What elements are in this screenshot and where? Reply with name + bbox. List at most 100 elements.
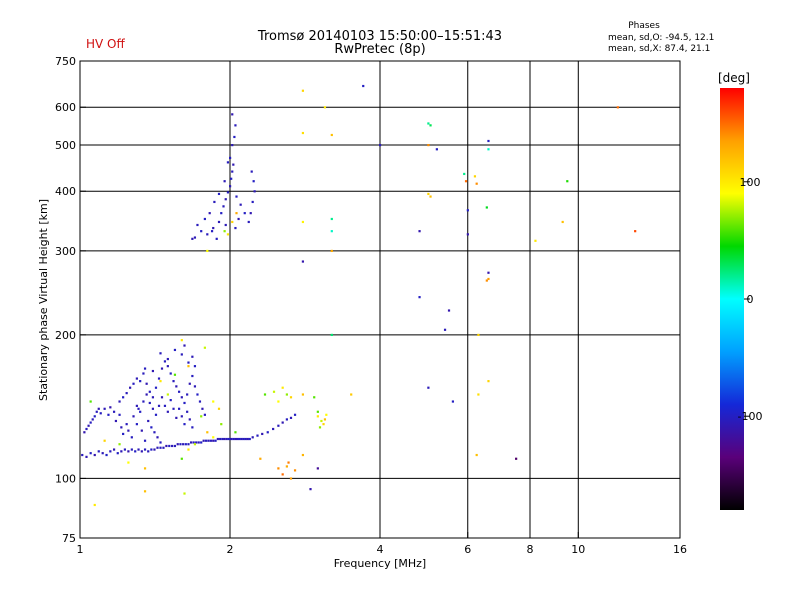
data-point: [192, 441, 195, 444]
data-point: [362, 84, 365, 88]
data-point: [252, 180, 255, 183]
data-point: [166, 357, 169, 361]
data-point: [427, 386, 430, 389]
data-point: [226, 191, 230, 194]
data-point: [165, 444, 168, 448]
x-axis-label: Frequency [MHz]: [334, 557, 426, 570]
data-point: [487, 271, 490, 274]
data-point: [204, 439, 208, 442]
data-point: [316, 467, 319, 470]
data-point: [429, 124, 432, 127]
data-point: [143, 367, 147, 370]
colorbar-tick-label: 0: [747, 293, 754, 306]
x-tick-label: 2: [227, 543, 234, 556]
data-point: [172, 407, 175, 410]
data-point: [221, 437, 224, 441]
data-point: [151, 407, 155, 410]
data-point: [93, 415, 96, 418]
data-point: [219, 437, 222, 441]
data-point: [226, 161, 230, 164]
data-point: [289, 477, 293, 480]
data-point: [287, 461, 290, 464]
data-point: [318, 426, 322, 429]
data-point: [159, 441, 162, 444]
data-point: [186, 410, 189, 413]
data-point: [120, 426, 123, 429]
data-point: [244, 437, 247, 441]
data-point: [180, 415, 183, 418]
data-point: [246, 437, 249, 441]
data-point: [231, 170, 234, 173]
data-point: [112, 448, 116, 451]
data-point: [325, 413, 328, 416]
data-point: [212, 436, 215, 439]
data-point: [266, 431, 269, 434]
data-point: [101, 452, 104, 455]
data-point: [129, 386, 132, 389]
data-point: [487, 380, 490, 383]
x-tick-label: 8: [527, 543, 534, 556]
data-point: [166, 410, 169, 413]
data-point: [130, 448, 133, 451]
data-point: [157, 377, 161, 380]
data-point: [202, 439, 205, 442]
data-point: [289, 416, 293, 419]
data-point: [213, 200, 216, 204]
data-point: [118, 400, 121, 403]
data-point: [223, 230, 226, 233]
data-point: [191, 237, 194, 240]
data-point: [249, 212, 252, 215]
data-point: [201, 407, 204, 410]
data-point: [330, 230, 333, 233]
phases-x-stats: mean, sd,X: 87.4, 21.1: [608, 44, 711, 54]
data-point: [379, 143, 382, 147]
data-point: [142, 372, 145, 375]
data-point: [139, 410, 142, 413]
data-point: [293, 413, 297, 416]
data-point: [187, 443, 190, 446]
data-point: [148, 390, 151, 393]
y-tick-label: 400: [55, 185, 76, 198]
data-point: [123, 448, 126, 451]
data-point: [153, 431, 156, 434]
x-tick-label: 16: [673, 543, 687, 556]
data-point: [330, 249, 333, 253]
data-point: [253, 190, 256, 193]
data-point: [233, 135, 236, 139]
data-point: [183, 344, 186, 347]
data-point: [118, 413, 121, 416]
data-point: [127, 429, 130, 432]
data-point: [235, 212, 238, 215]
data-point: [203, 413, 206, 416]
data-point: [93, 503, 96, 507]
data-point: [134, 450, 137, 453]
data-point: [127, 461, 130, 464]
data-point: [235, 195, 238, 198]
data-point: [309, 488, 312, 491]
data-point: [93, 453, 96, 457]
data-point: [188, 382, 191, 385]
phases-title: Phases: [628, 21, 660, 31]
data-point: [191, 426, 194, 429]
data-point: [173, 444, 177, 448]
data-point: [466, 233, 469, 236]
data-point: [418, 230, 421, 233]
data-point: [188, 418, 191, 421]
data-point: [316, 410, 319, 413]
data-point: [281, 421, 284, 424]
data-point: [95, 410, 98, 413]
data-point: [616, 106, 619, 109]
data-point: [157, 404, 161, 407]
data-point: [515, 457, 518, 460]
data-point: [118, 443, 121, 446]
data-point: [477, 333, 480, 337]
data-point: [191, 374, 194, 378]
data-point: [239, 203, 242, 206]
data-point: [182, 443, 185, 446]
data-point: [183, 423, 186, 426]
data-point: [145, 393, 148, 396]
data-point: [231, 143, 234, 147]
data-point: [285, 465, 288, 468]
data-point: [475, 453, 478, 457]
data-point: [179, 443, 182, 446]
